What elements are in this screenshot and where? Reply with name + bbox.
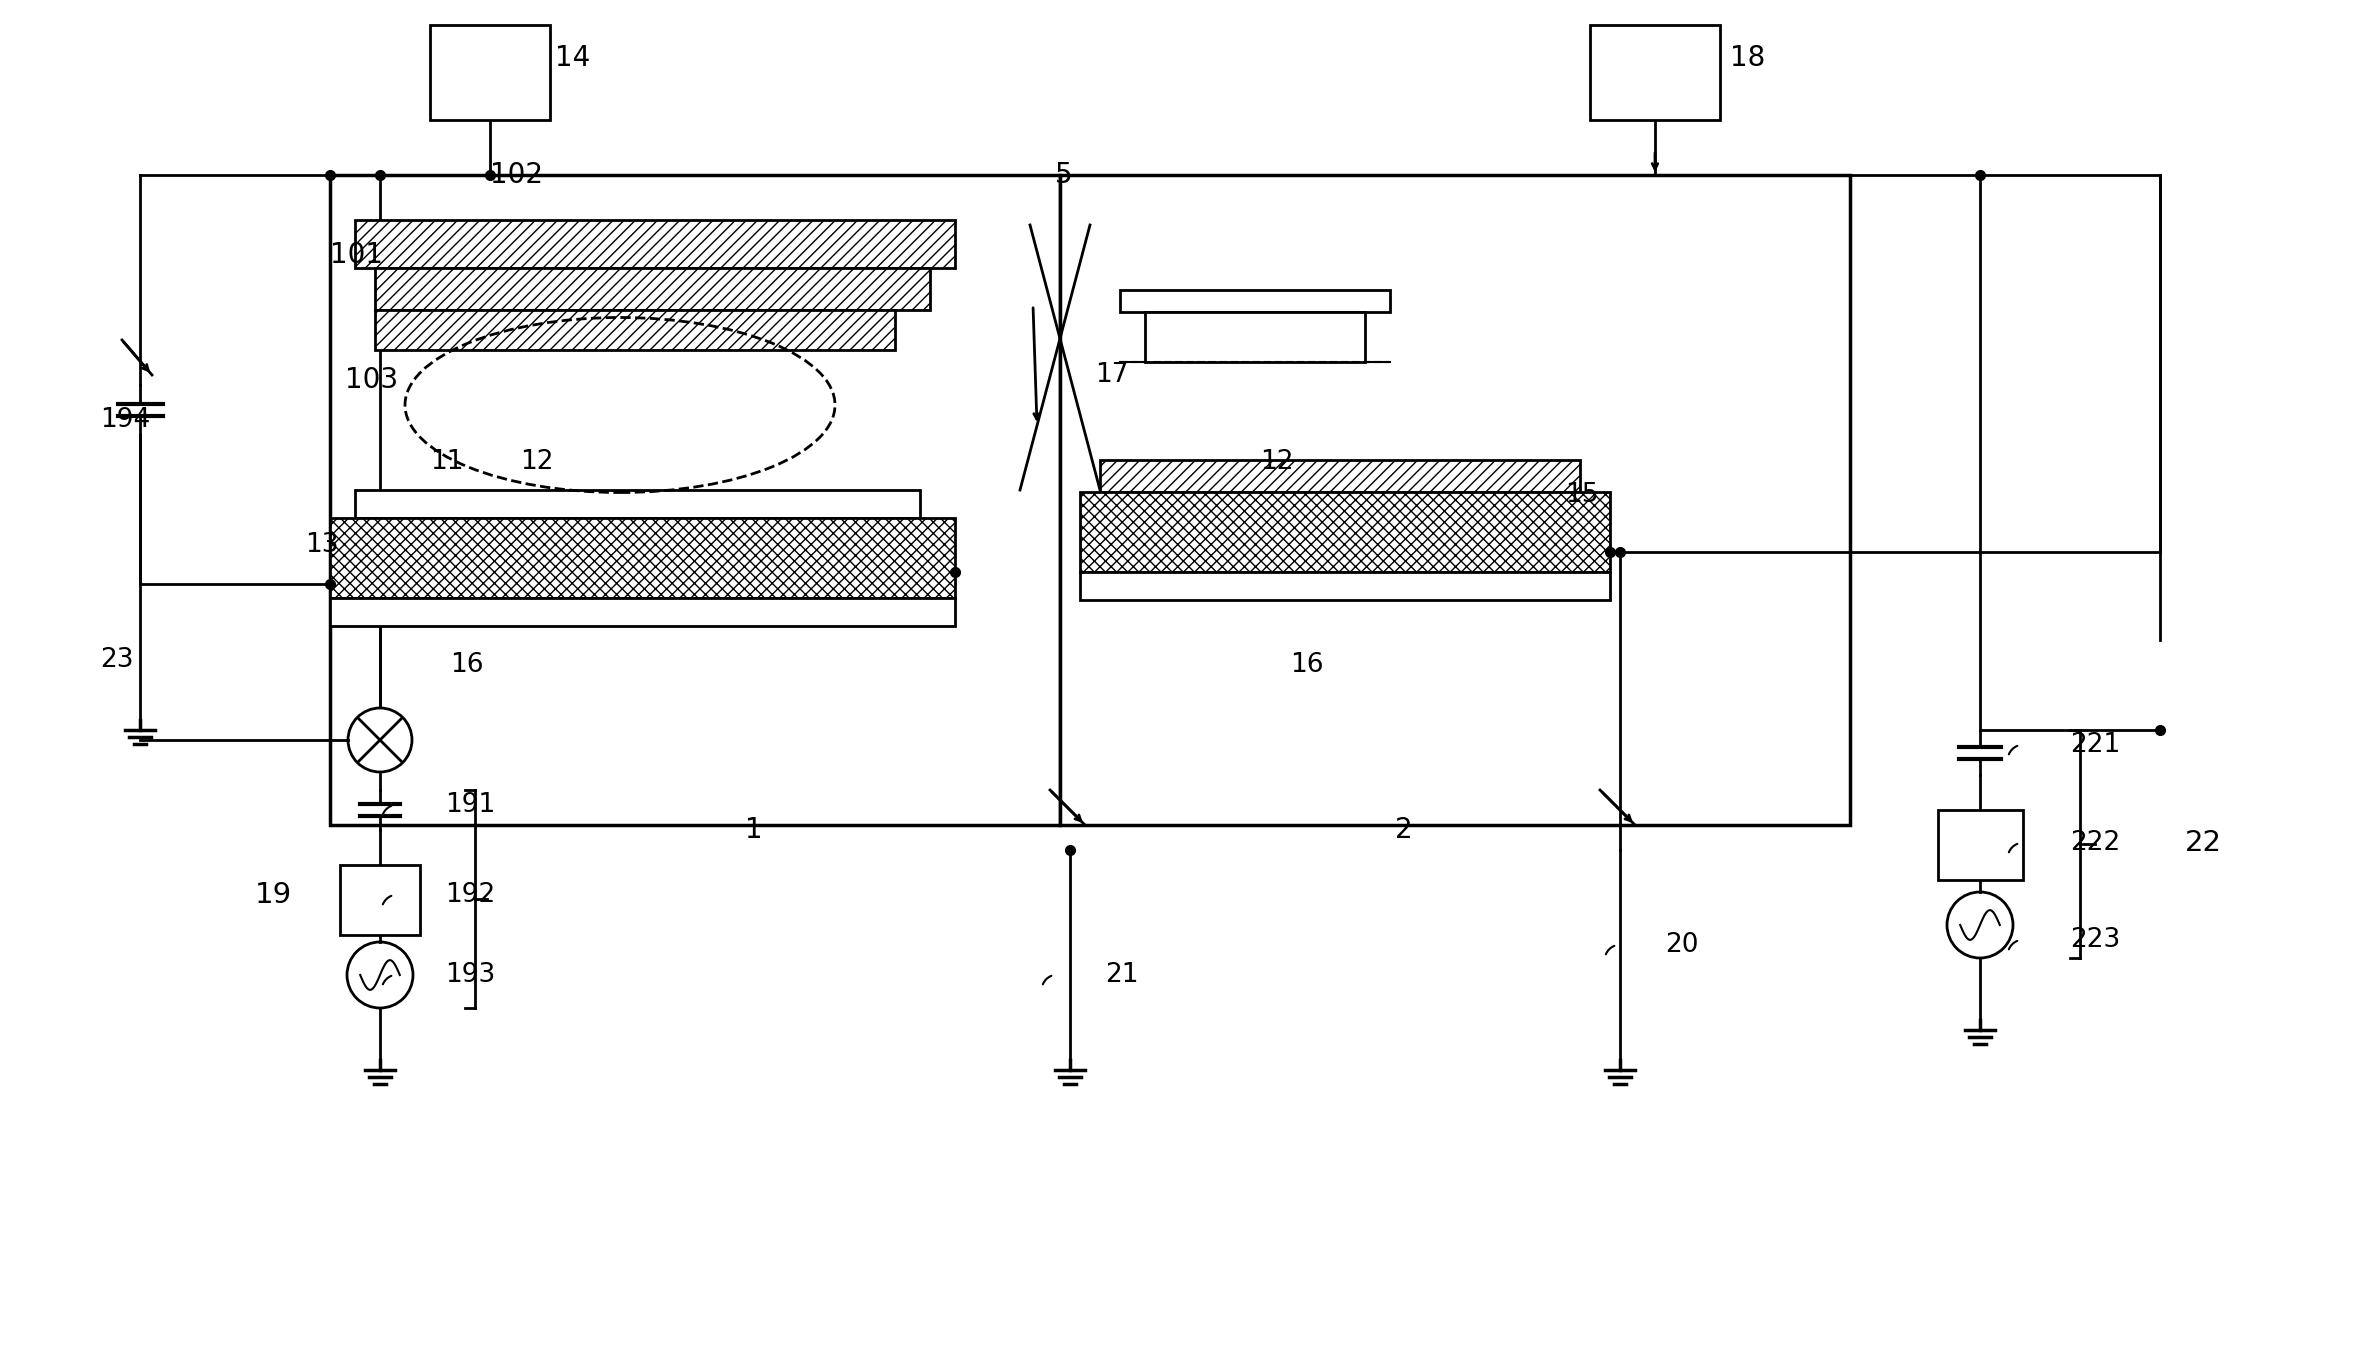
- Text: 2: 2: [1394, 816, 1413, 844]
- Bar: [430, 26, 551, 120]
- Text: 1: 1: [744, 816, 763, 844]
- Text: 19: 19: [255, 882, 293, 909]
- Text: 221: 221: [2070, 732, 2120, 758]
- Bar: [340, 865, 421, 935]
- Text: 103: 103: [345, 366, 397, 394]
- Bar: [376, 310, 896, 350]
- Text: 22: 22: [2186, 829, 2221, 857]
- Bar: [1080, 493, 1609, 572]
- Bar: [331, 175, 1061, 825]
- Text: 101: 101: [331, 241, 383, 269]
- Text: 192: 192: [444, 882, 496, 909]
- Bar: [354, 219, 955, 268]
- Text: 5: 5: [1054, 162, 1073, 188]
- Bar: [331, 598, 955, 626]
- Text: 102: 102: [489, 162, 543, 188]
- Text: 191: 191: [444, 791, 496, 818]
- Bar: [1120, 289, 1389, 312]
- Text: 16: 16: [449, 651, 484, 678]
- Text: 13: 13: [305, 532, 338, 559]
- Bar: [1080, 572, 1609, 600]
- Text: 18: 18: [1730, 44, 1765, 71]
- Bar: [1101, 460, 1581, 493]
- Bar: [376, 268, 931, 310]
- Text: 21: 21: [1106, 962, 1139, 988]
- Text: 193: 193: [444, 962, 496, 988]
- Text: 223: 223: [2070, 927, 2120, 953]
- Text: 20: 20: [1666, 931, 1699, 958]
- Bar: [354, 490, 919, 518]
- Text: 194: 194: [99, 406, 151, 433]
- Text: 222: 222: [2070, 830, 2120, 856]
- Text: 15: 15: [1564, 482, 1597, 507]
- Bar: [1146, 312, 1366, 362]
- Text: 16: 16: [1290, 651, 1323, 678]
- Text: 17: 17: [1094, 362, 1130, 388]
- Text: 11: 11: [430, 450, 463, 475]
- Text: 23: 23: [99, 647, 132, 673]
- Bar: [331, 518, 955, 598]
- Text: 12: 12: [520, 450, 553, 475]
- Text: 12: 12: [1259, 450, 1293, 475]
- Text: 14: 14: [555, 44, 591, 71]
- Bar: [1590, 26, 1720, 120]
- Bar: [1938, 810, 2023, 880]
- Bar: [1061, 175, 1850, 825]
